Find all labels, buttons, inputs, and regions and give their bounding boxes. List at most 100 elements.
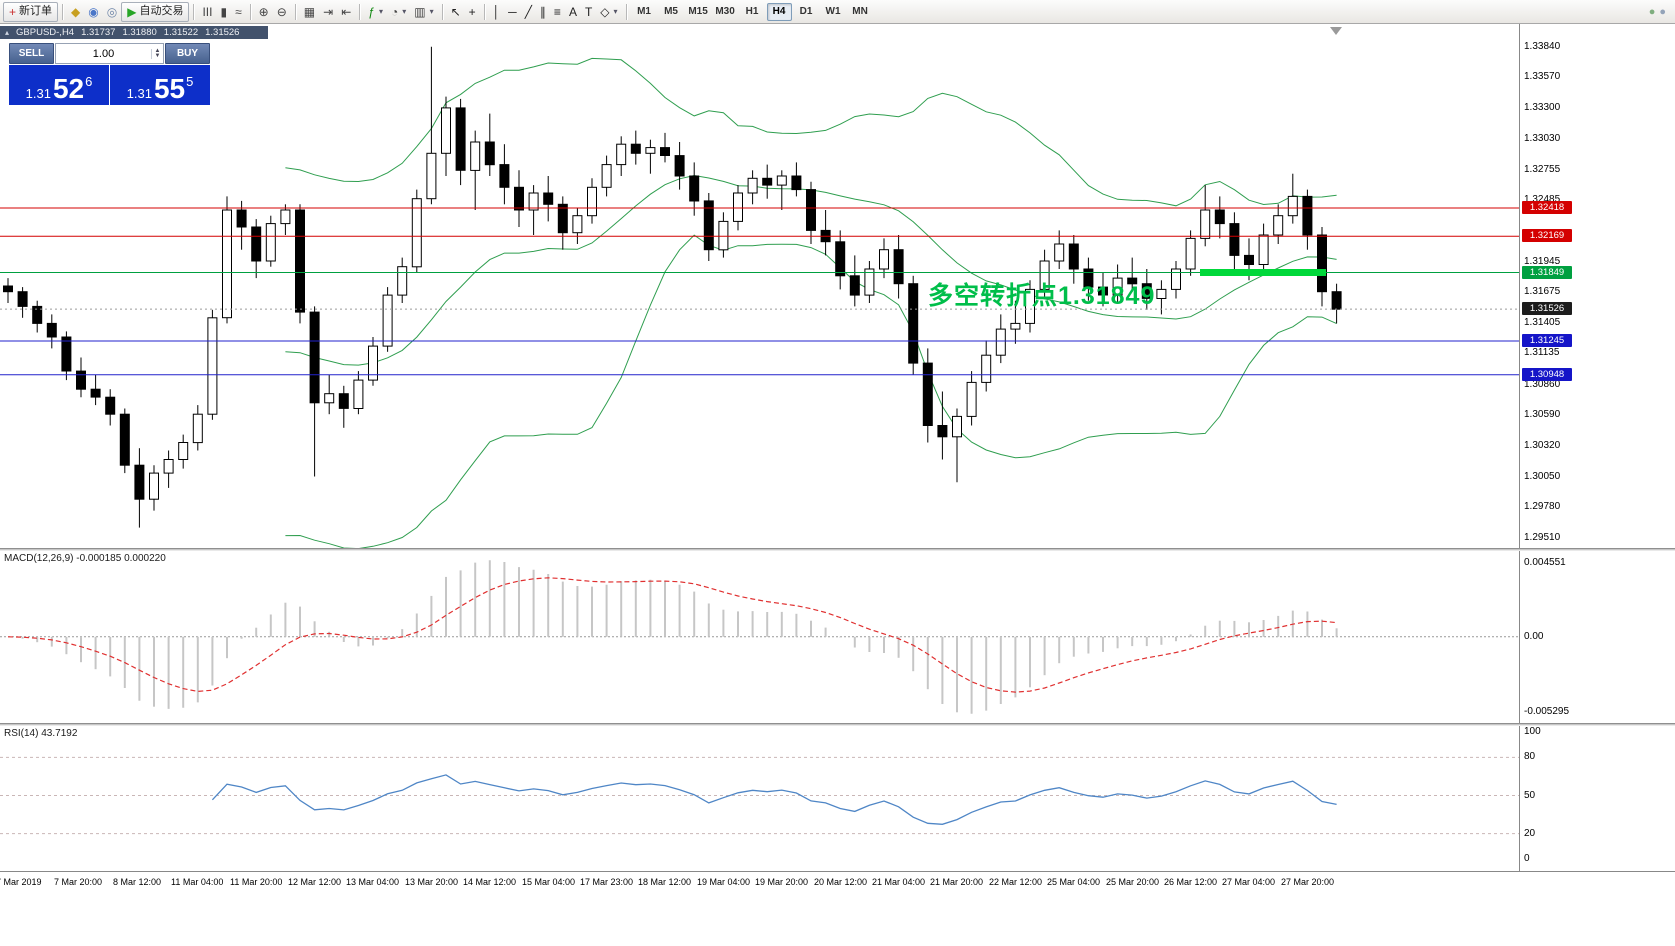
candle xyxy=(718,220,729,251)
candle xyxy=(1098,286,1108,296)
candle xyxy=(1273,215,1284,236)
timeframe-m30-button[interactable]: M30 xyxy=(713,3,738,21)
crosshair-button[interactable]: + xyxy=(465,2,480,22)
label-icon: T xyxy=(584,4,593,19)
timeframe-w1-button[interactable]: W1 xyxy=(821,3,846,21)
candle xyxy=(587,186,597,217)
spinner-down-icon[interactable]: ▼ xyxy=(154,52,161,59)
auto-scroll-button[interactable]: ⇥ xyxy=(319,2,337,22)
shapes-button[interactable]: ◇ ▾ xyxy=(596,2,621,22)
indicators-button[interactable]: ƒ ▾ xyxy=(364,2,387,22)
panel-splitter[interactable] xyxy=(0,723,1675,726)
toolbar-separator xyxy=(625,3,627,20)
line-chart-button[interactable]: ≈ xyxy=(231,2,246,22)
rsi-axis[interactable]: 100 80 50 20 0 xyxy=(1519,726,1675,871)
chart-shift-marker[interactable] xyxy=(1330,27,1342,35)
new-order-button[interactable]: + 新订单 xyxy=(3,1,59,22)
volume-value[interactable]: 1.00 xyxy=(92,47,115,60)
candle xyxy=(149,472,159,500)
candle xyxy=(309,311,320,404)
price-axis-tick: 1.32755 xyxy=(1524,164,1561,175)
rsi-panel[interactable]: RSI(14) 43.7192 100 80 50 20 0 xyxy=(0,726,1675,871)
macd-panel[interactable]: MACD(12,26,9) -0.000185 0.000220 0.00455… xyxy=(0,551,1675,723)
candle xyxy=(324,393,335,404)
candle xyxy=(32,305,43,324)
timeframe-d1-button[interactable]: D1 xyxy=(794,3,819,21)
text-button[interactable]: A xyxy=(565,2,581,22)
time-axis-label: 18 Mar 12:00 xyxy=(638,877,692,887)
candlestick-chart-icon: ▮ xyxy=(220,4,228,19)
candle xyxy=(747,177,758,194)
market-watch-icon-icon: ◆ xyxy=(71,4,81,19)
candle xyxy=(849,275,860,296)
horizontal-line-button[interactable]: ─ xyxy=(504,2,521,22)
candlestick-chart-button[interactable]: ▮ xyxy=(216,2,231,22)
candle xyxy=(295,209,305,313)
community-icon[interactable]: ◉ xyxy=(84,2,102,22)
rsi-canvas[interactable] xyxy=(0,726,1519,871)
bar-chart-button[interactable]: ΙΙΙ xyxy=(198,2,216,22)
sell-price-big: 52 xyxy=(52,73,85,105)
volume-spinner[interactable]: ▲ ▼ xyxy=(151,47,163,59)
macd-axis[interactable]: 0.004551 0.00 -0.005295 xyxy=(1519,551,1675,723)
autotrading-button-label: 自动交易 xyxy=(139,5,184,17)
zoom-in-button[interactable]: ⊕ xyxy=(255,2,273,22)
auto-scroll-icon: ⇥ xyxy=(323,4,334,19)
pivot-highlight-segment[interactable] xyxy=(1200,269,1326,276)
panel-splitter[interactable] xyxy=(0,548,1675,551)
fibonacci-button[interactable]: ≡ xyxy=(550,2,565,22)
buy-button[interactable]: BUY xyxy=(165,43,210,64)
price-axis[interactable]: 1.33840 1.33570 1.33300 1.33030 1.32755 1.324… xyxy=(1519,24,1675,548)
label-button[interactable]: T xyxy=(581,2,596,22)
time-axis-label: 25 Mar 20:00 xyxy=(1106,877,1160,887)
indicators-fx-icon: ƒ xyxy=(368,4,375,19)
market-watch-icon[interactable]: ◆ xyxy=(67,2,84,22)
vertical-line-button[interactable]: │ xyxy=(489,2,505,22)
chart-shift-button[interactable]: ⇤ xyxy=(337,2,355,22)
candle xyxy=(1244,254,1254,265)
toolbar-separator xyxy=(249,3,251,20)
spinner-up-icon[interactable]: ▲ xyxy=(154,47,161,54)
time-axis-label: 27 Mar 04:00 xyxy=(1222,877,1276,887)
volume-input[interactable]: 1.00 ▲ ▼ xyxy=(55,43,164,64)
time-axis-label: 12 Mar 12:00 xyxy=(288,877,342,887)
sell-button[interactable]: SELL xyxy=(9,43,54,64)
ohlc-low: 1.31522 xyxy=(163,27,199,38)
cursor-button[interactable]: ↖ xyxy=(447,2,465,22)
candle xyxy=(791,175,802,191)
candle xyxy=(995,328,1006,356)
candle xyxy=(1185,237,1196,270)
sell-price-display[interactable]: 1.31 52 6 xyxy=(9,65,109,105)
time-axis-label: 26 Mar 12:00 xyxy=(1164,877,1218,887)
timeframe-h4-button[interactable]: H4 xyxy=(766,2,792,21)
timeframe-mn-button[interactable]: MN xyxy=(848,3,873,21)
autotrading-button[interactable]: ▶ 自动交易 xyxy=(121,1,190,22)
candle xyxy=(689,175,700,202)
price-chart-canvas[interactable] xyxy=(0,24,1519,548)
candle xyxy=(733,192,743,222)
buy-price-display[interactable]: 1.31 55 5 xyxy=(110,65,210,105)
price-chart-panel[interactable]: ▴ GBPUSD-,H4 1.31737 1.31880 1.31522 1.3… xyxy=(0,24,1675,548)
candle xyxy=(1302,195,1313,236)
toolbar-status-icon-1[interactable]: ● xyxy=(1648,5,1656,18)
trendline-button[interactable]: ╱ xyxy=(521,2,536,22)
toolbar-status-icon-2[interactable]: ● xyxy=(1659,5,1666,18)
templates-button[interactable]: ▥ ▾ xyxy=(410,2,437,22)
zoom-out-button[interactable]: ⊖ xyxy=(273,2,291,22)
candle xyxy=(251,226,262,262)
time-axis-label: 25 Mar 04:00 xyxy=(1047,877,1101,887)
periods-button[interactable]: ◔ ▾ xyxy=(387,2,410,22)
rsi-label: RSI(14) 43.7192 xyxy=(4,728,78,739)
time-axis[interactable]: 7 Mar 2019 7 Mar 20:00 8 Mar 12:00 11 Mar 0… xyxy=(0,871,1675,894)
channel-button[interactable]: ∥ xyxy=(536,2,550,22)
timeframe-m15-button[interactable]: M15 xyxy=(686,3,711,21)
timeframe-h1-button[interactable]: H1 xyxy=(740,3,765,21)
timeframe-m1-button[interactable]: M1 xyxy=(632,3,657,21)
template-icon: ▥ xyxy=(414,4,426,19)
macd-canvas[interactable] xyxy=(0,551,1519,723)
price-badge: 1.31526 xyxy=(1522,302,1572,315)
tile-windows-button[interactable]: ▦ xyxy=(300,2,319,22)
zoom-out-icon: ⊖ xyxy=(276,4,287,19)
mql5-community-icon[interactable]: ◎ xyxy=(103,2,121,22)
timeframe-m5-button[interactable]: M5 xyxy=(659,3,684,21)
